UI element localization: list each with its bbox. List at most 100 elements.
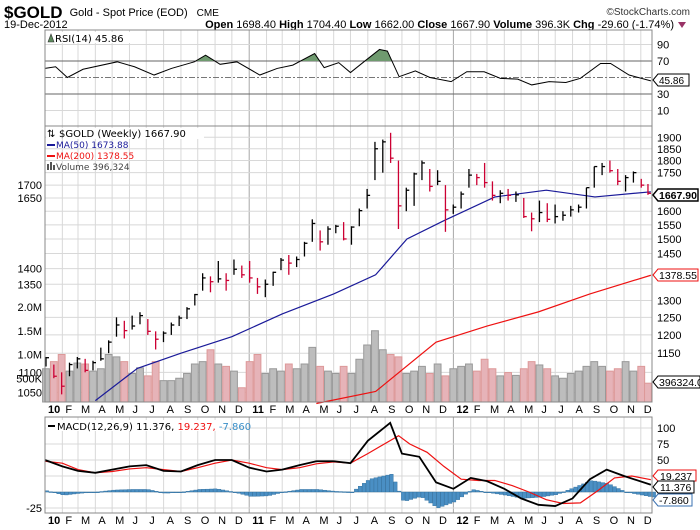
price-tick-label: 1600 [657, 206, 681, 218]
volume-tick-label: 2.0M [18, 302, 42, 314]
volume-bar [402, 373, 411, 403]
x-tick-label: M [524, 404, 533, 416]
macd-histogram-bar [553, 491, 558, 495]
x-tick-label: S [184, 515, 191, 527]
x-tick-label: J [353, 404, 359, 416]
macd-value-tag-text: 11.376 [660, 482, 691, 494]
macd-histogram-bar [224, 490, 229, 493]
macd-histogram-bar [373, 477, 378, 493]
macd-histogram-bar [201, 489, 206, 493]
macd-histogram-bar [72, 491, 77, 495]
macd-histogram-bar [350, 491, 355, 494]
low-label: Low [349, 19, 371, 31]
macd-histogram-bar [115, 489, 120, 493]
macd-histogram-bar [256, 491, 261, 497]
x-tick-label: D [235, 404, 243, 416]
macd-value-tag: 11.376 [652, 480, 695, 494]
x-tick-label: J [558, 515, 564, 527]
macd-histogram-bar [495, 491, 500, 495]
macd-histogram-bar [138, 489, 143, 493]
macd-histogram-bar [636, 491, 641, 495]
x-tick-label: A [507, 404, 515, 416]
volume-bar [551, 375, 560, 403]
x-tick-label: O [405, 515, 414, 527]
gridlines [44, 30, 652, 513]
rsi-value-tag: 45.86 [652, 73, 690, 87]
x-tick-label: A [371, 404, 379, 416]
macd-histogram-bar [565, 490, 570, 493]
x-tick-label: 11 [252, 515, 264, 527]
volume-bar [457, 365, 466, 403]
macd-histogram-bar [279, 491, 284, 494]
x-tick-label: A [98, 515, 106, 527]
volume-legend: Volume 396,324 [56, 163, 130, 173]
macd-histogram-bar [127, 489, 132, 493]
macd-histogram-bar [264, 491, 269, 497]
macd-histogram-bar [436, 491, 441, 508]
macd-histogram-bar [428, 491, 433, 504]
macd-histogram-bar [56, 491, 61, 494]
close-label: Close [417, 19, 447, 31]
x-tick-label: S [593, 404, 600, 416]
price-tick-label: 1500 [657, 234, 681, 246]
volume-bar [433, 363, 442, 403]
volume-tick-label: 500K [16, 373, 42, 385]
histogram-value-tag-text: -7.860 [659, 495, 689, 507]
close-value: 1667.90 [450, 19, 490, 31]
macd-histogram-bar [232, 491, 237, 494]
x-tick-label: O [610, 404, 619, 416]
macd-histogram-bar [213, 488, 218, 493]
macd-histogram-bar [557, 491, 562, 494]
macd-histogram-bar [209, 488, 214, 493]
volume-bar [159, 380, 168, 403]
volume-bar [598, 365, 607, 403]
price-tick-label: 1350 [18, 279, 42, 291]
x-tick-label: F [65, 515, 72, 527]
macd-histogram-bar [444, 491, 449, 506]
x-tick-label: F [270, 515, 277, 527]
macd-histogram-bar [99, 491, 104, 493]
volume-bar [347, 373, 356, 403]
macd-histogram-bar [166, 491, 171, 494]
macd-histogram-bar [643, 491, 648, 496]
x-tick-label: N [422, 404, 430, 416]
macd-histogram-bar [338, 491, 343, 493]
x-tick-label: S [593, 515, 600, 527]
x-tick-label: D [644, 515, 652, 527]
volume-bar [378, 349, 387, 403]
macd-histogram-bar [502, 491, 507, 496]
x-tick-label: M [490, 515, 499, 527]
histogram-value-tag: -7.860 [652, 493, 693, 507]
volume-bar [143, 375, 152, 403]
macd-histogram-bar [185, 491, 190, 493]
macd-histogram-bar [522, 491, 527, 499]
macd-histogram-bar [189, 490, 194, 493]
axis-labels: 1010FFMMAAMMJJJJAASSOONNDD1111FFMMAAMMJJ… [16, 40, 681, 528]
rsi-tick-label: 90 [657, 40, 669, 52]
macd-histogram-bar [68, 491, 73, 495]
macd-histogram-bar [401, 491, 406, 501]
macd-histogram-bar [260, 491, 265, 497]
x-tick-label: F [474, 515, 481, 527]
macd-histogram-bar [177, 491, 182, 494]
volume-bar [582, 365, 591, 403]
symbol-name: Gold - Spot Price (EOD) [70, 7, 188, 19]
macd-histogram-bar [385, 474, 390, 493]
volume-bar [292, 368, 301, 403]
volume-bar [637, 365, 646, 403]
volume-bar [42, 368, 50, 403]
macd-histogram-bar [448, 491, 453, 504]
macd-histogram-bar [193, 489, 198, 493]
macd-histogram-bar [221, 489, 226, 493]
x-tick-label: J [132, 515, 138, 527]
macd-histogram-bar [174, 491, 179, 494]
macd-histogram-bar [369, 478, 374, 493]
volume-bar [621, 361, 630, 403]
volume-value: 396.3K [535, 19, 571, 31]
macd-histogram-bar [475, 490, 480, 493]
x-tick-label: S [388, 404, 395, 416]
macd-histogram-bar [322, 489, 327, 493]
x-tick-label: A [507, 515, 515, 527]
volume-bar [284, 363, 293, 403]
volume-bar [512, 374, 520, 403]
